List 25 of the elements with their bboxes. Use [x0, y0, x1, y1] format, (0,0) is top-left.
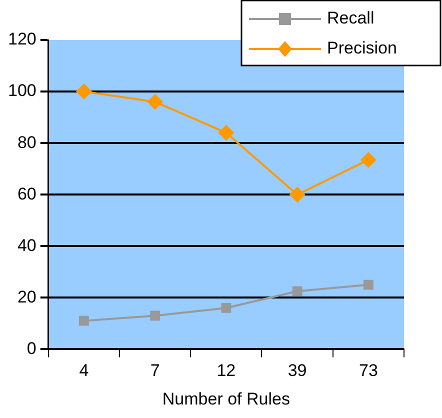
legend-label: Recall — [327, 8, 374, 28]
point — [76, 84, 92, 100]
point — [221, 303, 232, 313]
point — [360, 152, 376, 168]
point — [150, 310, 160, 321]
point — [289, 186, 306, 203]
point — [147, 94, 164, 110]
y-tick-label: 60 — [17, 184, 36, 204]
y-tick-label: 40 — [17, 236, 36, 255]
legend-label: Precision — [327, 38, 397, 58]
x-tick-label: 7 — [150, 361, 160, 380]
y-tick-label: 120 — [8, 30, 36, 49]
x-tick-label: 12 — [216, 361, 236, 380]
y-tick-label: 0 — [26, 338, 36, 358]
point — [363, 280, 374, 290]
x-tick-label: 39 — [288, 361, 307, 380]
x-tick-label: 73 — [358, 361, 378, 380]
y-tick-label: 20 — [17, 287, 36, 306]
y-tick-label: 80 — [17, 132, 36, 152]
x-axis-title: Number of Rules — [162, 389, 290, 408]
x-tick-label: 4 — [79, 361, 89, 380]
y-tick-label: 100 — [8, 81, 36, 100]
point — [218, 124, 234, 141]
point — [292, 286, 302, 296]
point — [78, 316, 89, 326]
